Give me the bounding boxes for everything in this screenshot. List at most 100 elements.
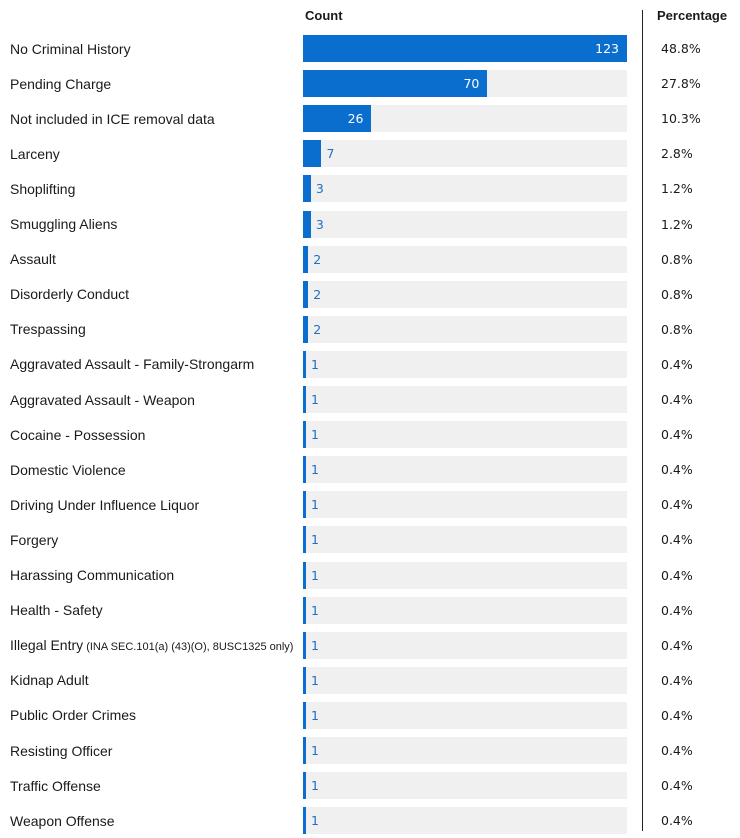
chart-row: Pending Charge 70 27.8% — [0, 66, 740, 101]
bar-value-label: 1 — [311, 392, 319, 407]
chart-row: Forgery 1 0.4% — [0, 522, 740, 557]
bar-value-label: 7 — [326, 146, 335, 162]
bar — [303, 175, 311, 203]
category-label-text: Smuggling Aliens — [10, 216, 118, 232]
percentage-value: 0.4% — [661, 813, 693, 829]
chart-row: Aggravated Assault - Family-Strongarm 1 0.… — [0, 347, 740, 382]
percentage-value: 2.8% — [661, 146, 693, 162]
category-label-text: Health - Safety — [10, 602, 103, 619]
category-label-text: Assault — [10, 251, 56, 268]
percentage-value: 27.8% — [661, 76, 701, 92]
percentage-value: 0.4% — [661, 707, 693, 723]
category-label: Trespassing — [10, 312, 300, 347]
category-label: Domestic Violence — [10, 452, 300, 487]
category-label-text: Cocaine - Possession — [10, 426, 146, 443]
bar — [303, 421, 306, 449]
chart-row: Smuggling Aliens 3 1.2% — [0, 207, 740, 242]
bar-value-label: 1 — [311, 743, 319, 758]
category-label-text: Disorderly Conduct — [10, 286, 130, 303]
bar — [303, 737, 306, 764]
bar-value-label: 1 — [311, 602, 319, 618]
bar — [303, 772, 306, 800]
bar — [303, 315, 309, 343]
category-label: Weapon Offense — [10, 803, 300, 838]
percentage-value: 0.8% — [661, 286, 693, 302]
bar-value-label: 3 — [315, 181, 324, 197]
bar-value-label: 26 — [347, 111, 364, 127]
chart-row: Driving Under Influence Liquor 1 0.4% — [0, 487, 740, 522]
bar-value-label: 1 — [311, 778, 319, 794]
chart-row: Aggravated Assault - Weapon 1 0.4% — [0, 382, 740, 417]
category-label: Harassing Communication — [10, 558, 300, 593]
bar — [303, 807, 306, 835]
bar-track — [303, 140, 627, 168]
category-label: Pending Charge — [10, 66, 300, 101]
category-label-text: Larceny — [10, 145, 60, 162]
bar-value-label: 1 — [311, 567, 319, 583]
percentage-value: 0.4% — [661, 497, 693, 513]
chart-row: Assault 2 0.8% — [0, 242, 740, 277]
bar — [303, 561, 306, 589]
category-label-text: Aggravated Assault - Weapon — [10, 391, 195, 408]
chart-row: Cocaine - Possession 1 0.4% — [0, 417, 740, 452]
bar-value-label: 1 — [311, 672, 319, 688]
percentage-value: 0.4% — [661, 356, 693, 372]
bar — [303, 245, 309, 273]
bar-track — [303, 456, 627, 484]
percentage-value: 0.4% — [661, 567, 693, 583]
bar-value-label: 1 — [311, 813, 319, 829]
bar-track — [303, 175, 627, 203]
percentage-value: 1.2% — [661, 181, 693, 197]
category-label-text: Kidnap Adult — [10, 672, 89, 689]
bar-value-label: 1 — [311, 462, 319, 478]
bar — [303, 631, 306, 659]
category-label: Not included in ICE removal data — [10, 101, 300, 136]
category-label-text: Domestic Violence — [10, 461, 126, 478]
percentage-value: 0.4% — [661, 602, 693, 618]
category-label-text: Driving Under Influence Liquor — [10, 496, 200, 513]
percentage-value: 48.8% — [661, 41, 701, 56]
chart-row: Public Order Crimes 1 0.4% — [0, 698, 740, 733]
chart-row: No Criminal History 123 48.8% — [0, 31, 740, 66]
chart-row: Trespassing 2 0.8% — [0, 312, 740, 347]
category-label: Shoplifting — [10, 171, 300, 206]
category-label-text: Weapon Offense — [10, 812, 115, 829]
bar-value-label: 123 — [595, 41, 619, 56]
bar-value-label: 1 — [311, 532, 319, 548]
percentage-value: 0.4% — [661, 392, 693, 407]
chart-row: Domestic Violence 1 0.4% — [0, 452, 740, 487]
percentage-column-header: Percentage — [657, 8, 728, 23]
category-label: Resisting Officer — [10, 733, 300, 768]
category-label: Assault — [10, 242, 300, 277]
bar-track — [303, 807, 627, 835]
percentage-value: 10.3% — [661, 111, 701, 127]
percentage-value: 0.4% — [661, 462, 693, 478]
category-label-text: No Criminal History — [10, 40, 131, 57]
chart-row: Harassing Communication 1 0.4% — [0, 558, 740, 593]
bar-value-label: 1 — [311, 497, 319, 513]
bar — [303, 210, 311, 238]
chart-row: Resisting Officer 1 0.4% — [0, 733, 740, 768]
category-label-text: Not included in ICE removal data — [10, 110, 215, 127]
bar — [303, 596, 306, 624]
bar-value-label: 3 — [315, 216, 324, 232]
percentage-value: 1.2% — [661, 216, 693, 232]
bar-track — [303, 772, 627, 800]
bar — [303, 526, 306, 554]
bar-value-label: 70 — [463, 76, 480, 92]
category-label-text: Aggravated Assault - Family-Strongarm — [10, 356, 255, 373]
chart-row: Shoplifting 3 1.2% — [0, 171, 740, 206]
category-label: Aggravated Assault - Family-Strongarm — [10, 347, 300, 382]
category-label-text: Pending Charge — [10, 75, 112, 92]
bar-track — [303, 350, 627, 378]
bar-track — [303, 386, 627, 413]
bar — [303, 666, 306, 694]
bar-value-label: 2 — [313, 286, 322, 302]
percentage-value: 0.4% — [661, 778, 693, 794]
chart-row: Larceny 7 2.8% — [0, 136, 740, 171]
category-label: Driving Under Influence Liquor — [10, 487, 300, 522]
bar-value-label: 1 — [311, 427, 319, 443]
column-divider — [642, 10, 643, 831]
percentage-value: 0.4% — [661, 672, 693, 688]
